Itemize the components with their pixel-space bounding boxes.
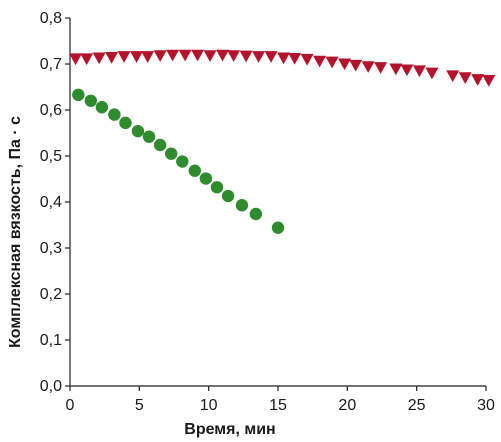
data-point (84, 94, 98, 108)
data-point (166, 49, 180, 62)
data-point (338, 58, 352, 71)
data-point (153, 50, 167, 62)
x-axis-label: Время, мин (184, 421, 275, 438)
data-point (271, 221, 285, 234)
y-tick-label: 0,0 (40, 378, 62, 395)
y-axis-label: Комплексная вязкость, Па · с (7, 116, 24, 348)
series-1 (69, 49, 496, 87)
data-point (400, 64, 414, 77)
x-tick-label: 25 (408, 397, 426, 414)
data-point (165, 147, 178, 160)
data-point (300, 53, 314, 66)
data-point (374, 62, 388, 74)
data-point (458, 72, 472, 84)
x-tick-label: 30 (477, 397, 495, 414)
data-point (176, 155, 189, 168)
data-point (221, 189, 235, 203)
data-point (227, 50, 241, 62)
data-point (361, 61, 375, 73)
data-point (288, 52, 302, 65)
y-axis-ticks: 0,0 0,1 0,2 0,3 0,4 0,5 0,6 0,7 0,8 (40, 10, 70, 395)
data-point (130, 51, 144, 63)
y-tick-label: 0,1 (40, 332, 62, 349)
data-point (199, 172, 213, 185)
y-tick-label: 0,3 (40, 240, 62, 257)
data-point (92, 52, 106, 65)
data-point (142, 130, 156, 143)
data-point (425, 67, 439, 80)
data-point (277, 52, 291, 65)
x-tick-label: 5 (135, 397, 144, 414)
data-point (178, 49, 192, 62)
data-point (95, 101, 109, 114)
data-point (131, 124, 145, 138)
data-point (117, 51, 131, 63)
data-point (446, 70, 460, 83)
data-point (69, 53, 83, 66)
data-point (239, 50, 253, 63)
data-point (105, 52, 119, 64)
y-tick-label: 0,6 (40, 102, 62, 119)
x-axis-ticks: 0 5 10 15 20 25 30 (66, 386, 495, 414)
data-point (389, 63, 403, 76)
data-point (108, 108, 121, 121)
data-point (191, 49, 205, 62)
data-point (252, 51, 266, 63)
data-point (412, 65, 426, 78)
data-point (313, 55, 327, 68)
data-point (264, 51, 278, 63)
data-point (482, 75, 496, 87)
y-tick-label: 0,5 (40, 148, 62, 165)
data-point (249, 207, 263, 221)
series-2 (72, 88, 285, 234)
data-point (349, 59, 363, 72)
y-tick-label: 0,2 (40, 286, 62, 303)
x-tick-label: 20 (338, 397, 356, 414)
data-point (119, 116, 132, 130)
x-tick-label: 10 (200, 397, 218, 414)
data-point (216, 49, 230, 62)
data-point (471, 74, 485, 86)
data-point (80, 53, 94, 66)
data-point (188, 164, 201, 177)
data-point (72, 88, 85, 102)
axes (69, 18, 486, 387)
data-point (203, 50, 217, 62)
x-tick-label: 15 (269, 397, 287, 414)
data-point (141, 51, 155, 63)
plot-series (69, 49, 496, 234)
y-tick-label: 0,8 (40, 10, 62, 27)
y-tick-label: 0,4 (40, 194, 62, 211)
data-point (235, 199, 249, 212)
data-point (153, 138, 167, 152)
data-point (325, 56, 339, 69)
data-point (210, 181, 224, 194)
y-tick-label: 0,7 (40, 56, 62, 73)
x-tick-label: 0 (66, 397, 75, 414)
